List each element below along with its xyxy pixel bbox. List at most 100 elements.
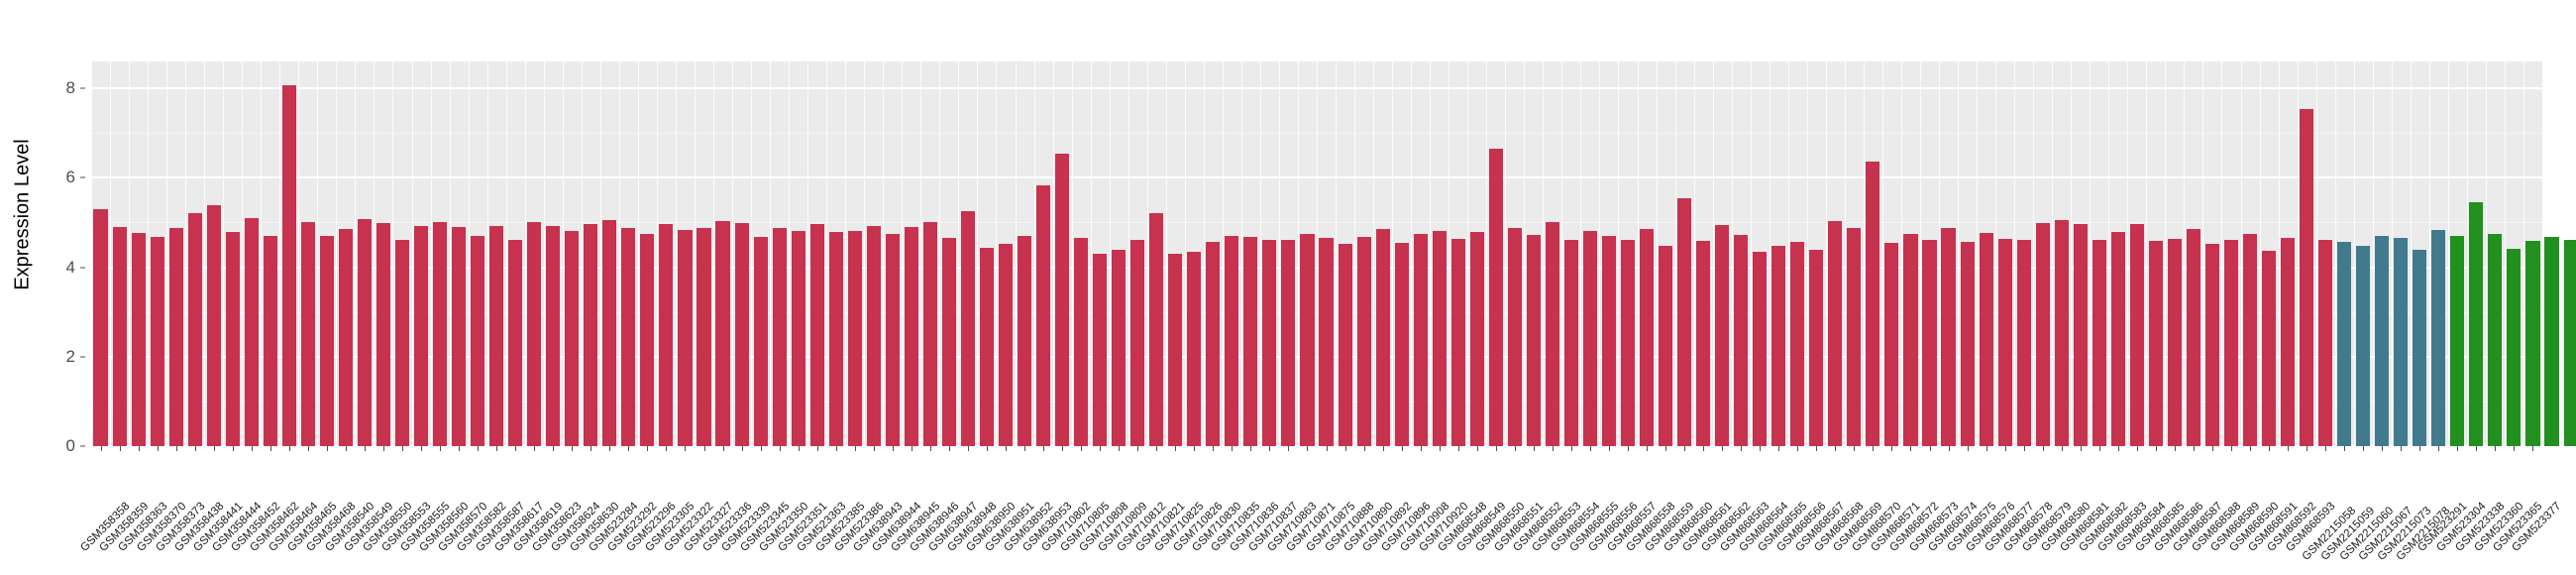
bar[interactable] — [2469, 201, 2484, 446]
bar[interactable] — [734, 222, 749, 446]
bar[interactable] — [640, 233, 655, 446]
bar[interactable] — [565, 231, 580, 446]
bar[interactable] — [1281, 240, 1296, 446]
bar[interactable] — [998, 243, 1014, 446]
bar[interactable] — [1507, 227, 1522, 446]
bar[interactable] — [2318, 240, 2333, 446]
bar[interactable] — [508, 240, 523, 446]
bar[interactable] — [376, 223, 390, 446]
bar[interactable] — [2262, 250, 2277, 446]
bar[interactable] — [1903, 233, 1918, 446]
bar[interactable] — [960, 211, 975, 446]
bar[interactable] — [1356, 237, 1371, 446]
bar[interactable] — [809, 223, 824, 446]
bar[interactable] — [1753, 251, 1768, 446]
bar[interactable] — [772, 227, 787, 446]
bar[interactable] — [131, 232, 146, 446]
bar[interactable] — [1884, 242, 1899, 446]
bar[interactable] — [2204, 244, 2219, 446]
bar[interactable] — [357, 219, 372, 446]
bar[interactable] — [847, 230, 862, 446]
bar[interactable] — [1017, 235, 1032, 446]
bar[interactable] — [452, 226, 467, 446]
bar[interactable] — [1319, 237, 1334, 446]
bar[interactable] — [697, 228, 711, 446]
bar[interactable] — [244, 217, 259, 446]
bar[interactable] — [1413, 234, 1428, 446]
bar[interactable] — [471, 235, 485, 446]
bar[interactable] — [1168, 253, 1183, 446]
bar[interactable] — [1112, 249, 1127, 446]
bar[interactable] — [866, 225, 881, 446]
bar[interactable] — [2507, 248, 2522, 446]
bar[interactable] — [1771, 246, 1786, 446]
bar[interactable] — [1036, 185, 1051, 446]
bar[interactable] — [1979, 232, 1993, 446]
bar[interactable] — [904, 227, 918, 446]
bar[interactable] — [659, 223, 674, 446]
bar[interactable] — [1300, 234, 1315, 446]
bar[interactable] — [2242, 234, 2258, 446]
bar[interactable] — [2394, 238, 2409, 446]
bar[interactable] — [489, 225, 504, 446]
bar[interactable] — [1149, 213, 1164, 446]
bar[interactable] — [1450, 239, 1465, 446]
bar[interactable] — [2035, 223, 2050, 446]
bar[interactable] — [1847, 227, 1862, 446]
bar[interactable] — [1582, 230, 1597, 446]
bar[interactable] — [2186, 229, 2200, 446]
bar[interactable] — [2488, 234, 2503, 446]
bar[interactable] — [2337, 242, 2352, 446]
bar[interactable] — [225, 232, 240, 446]
bar[interactable] — [187, 213, 202, 446]
bar[interactable] — [168, 227, 183, 446]
bar[interactable] — [979, 248, 994, 446]
bar[interactable] — [2375, 235, 2390, 446]
bar[interactable] — [602, 220, 617, 446]
bar[interactable] — [319, 236, 334, 446]
bar[interactable] — [1734, 234, 1749, 446]
bar[interactable] — [1960, 242, 1975, 446]
bar[interactable] — [1941, 227, 1956, 446]
bar[interactable] — [885, 234, 900, 446]
bar[interactable] — [715, 220, 730, 446]
bar[interactable] — [1828, 221, 1843, 446]
bar[interactable] — [546, 226, 561, 446]
bar[interactable] — [922, 221, 937, 446]
bar[interactable] — [1469, 232, 1484, 446]
bar[interactable] — [1206, 242, 1221, 446]
bar[interactable] — [791, 231, 805, 446]
bar[interactable] — [150, 237, 164, 446]
bar[interactable] — [2356, 246, 2371, 446]
bar[interactable] — [1243, 236, 1258, 446]
bar[interactable] — [1601, 235, 1616, 446]
bar[interactable] — [1488, 148, 1503, 446]
bar[interactable] — [1055, 153, 1070, 446]
bar[interactable] — [263, 235, 277, 446]
bar[interactable] — [1696, 241, 1711, 446]
bar[interactable] — [1093, 253, 1108, 446]
bar[interactable] — [1130, 239, 1145, 446]
bar[interactable] — [206, 205, 221, 446]
bar[interactable] — [621, 227, 636, 446]
bar[interactable] — [2431, 229, 2446, 446]
bar[interactable] — [753, 236, 768, 446]
bar[interactable] — [2092, 239, 2106, 446]
bar[interactable] — [1187, 251, 1202, 446]
bar[interactable] — [1677, 198, 1692, 446]
bar[interactable] — [1639, 228, 1655, 446]
bar[interactable] — [1790, 242, 1805, 446]
bar[interactable] — [2148, 240, 2163, 446]
bar[interactable] — [2129, 223, 2144, 446]
bar[interactable] — [527, 222, 542, 446]
bar[interactable] — [93, 208, 108, 446]
bar[interactable] — [394, 240, 410, 446]
bar[interactable] — [2016, 240, 2031, 446]
bar[interactable] — [338, 228, 353, 446]
bar[interactable] — [1659, 245, 1673, 446]
bar[interactable] — [2167, 239, 2182, 446]
bar[interactable] — [433, 222, 448, 446]
bar[interactable] — [941, 237, 956, 446]
bar[interactable] — [2450, 235, 2465, 446]
bar[interactable] — [413, 226, 429, 446]
